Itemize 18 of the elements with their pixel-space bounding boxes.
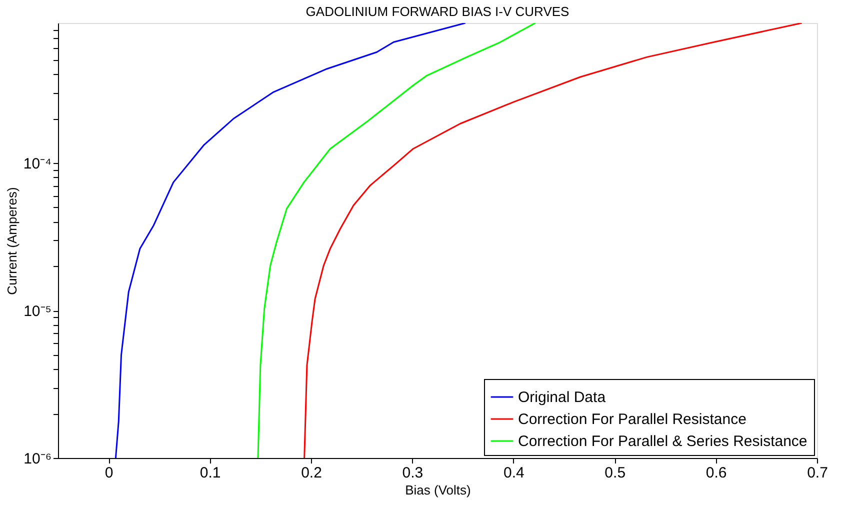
x-tick-label: 0.7 [807, 464, 828, 482]
y-axis-title: Current (Amperes) [4, 187, 20, 295]
y-tick-label: 10⁻⁵ [24, 303, 52, 320]
chart-title: GADOLINIUM FORWARD BIAS I-V CURVES [306, 4, 570, 19]
x-tick-label: 0.4 [503, 464, 524, 482]
legend-label: Original Data [518, 389, 606, 406]
line-series [114, 23, 466, 458]
x-tick-label: 0.2 [301, 464, 322, 482]
x-tick-label: 0.3 [402, 464, 424, 482]
y-tick-label: 10⁻⁴ [23, 156, 52, 173]
x-tick-label: 0 [104, 464, 114, 482]
legend-label: Correction For Parallel & Series Resistance [518, 433, 808, 450]
legend-label: Correction For Parallel Resistance [518, 411, 746, 428]
x-tick-label: 0.1 [200, 464, 221, 482]
x-axis-title: Bias (Volts) [405, 482, 471, 498]
x-tick-label: 0.6 [706, 464, 727, 482]
y-tick-label: 10⁻⁶ [24, 450, 52, 468]
x-tick-label: 0.5 [604, 464, 626, 482]
